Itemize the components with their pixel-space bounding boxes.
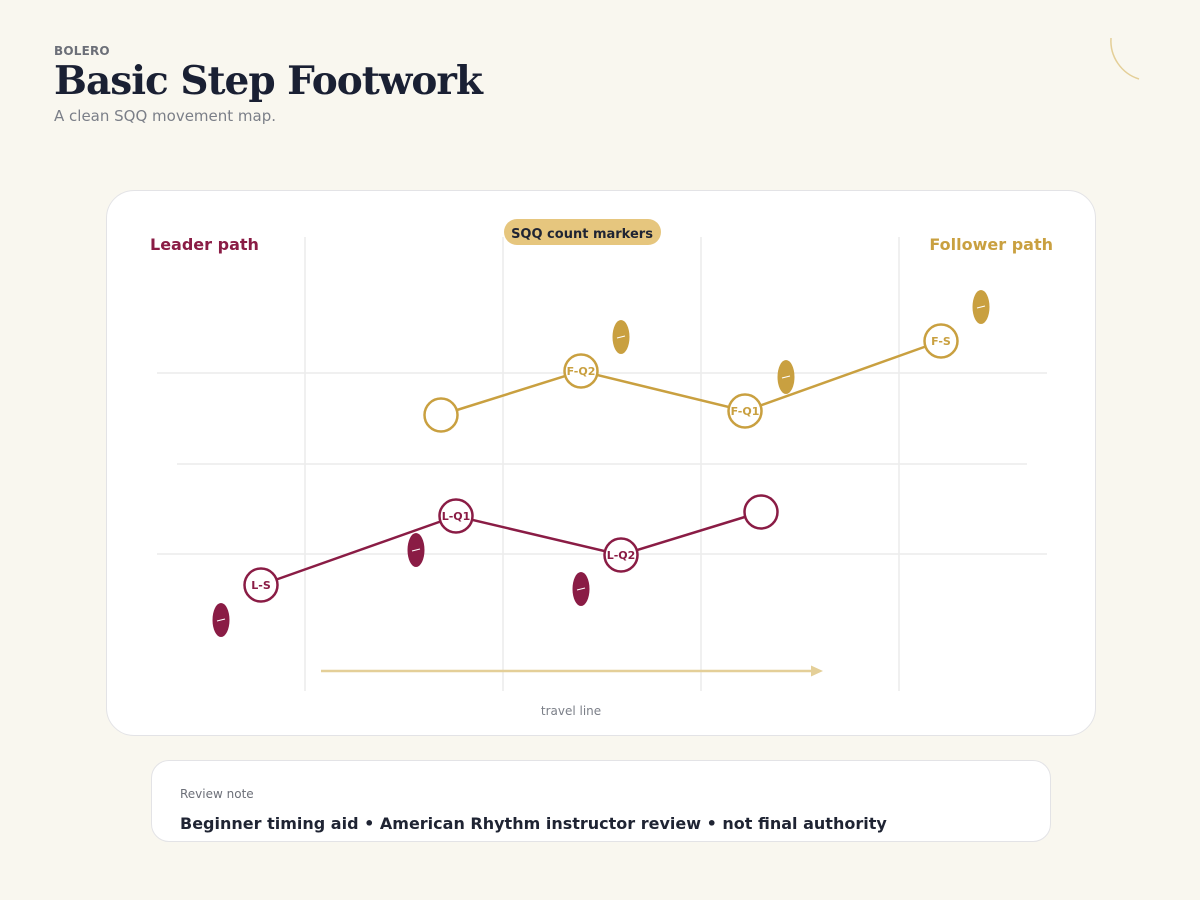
eyebrow: BOLERO [54, 44, 110, 58]
follower-step-f-q1: F-Q1 [727, 393, 763, 429]
follower-footprint [612, 320, 630, 354]
follower-step-f-s: F-S [923, 323, 959, 359]
leader-step-end [743, 494, 779, 530]
svg-text:L-Q2: L-Q2 [607, 549, 636, 562]
review-note-text: Beginner timing aid • American Rhythm in… [180, 814, 887, 833]
svg-text:F-Q1: F-Q1 [731, 405, 760, 418]
follower-path-line [440, 339, 942, 417]
follower-footprint [972, 290, 990, 324]
svg-text:F-Q2: F-Q2 [567, 365, 596, 378]
sqq-badge-label: SQQ count markers [511, 227, 653, 242]
follower-footprint [777, 360, 795, 394]
sqq-badge [504, 219, 661, 245]
follower-path-label: Follower path [929, 235, 1053, 254]
follower-step-start [423, 397, 459, 433]
leader-path-line [260, 510, 762, 587]
leader-path-label: Leader path [150, 235, 259, 254]
page-title: Basic Step Footwork [54, 58, 483, 104]
svg-text:L-Q1: L-Q1 [442, 510, 471, 523]
page-subtitle: A clean SQQ movement map. [54, 107, 277, 125]
svg-text:F-S: F-S [931, 335, 951, 348]
svg-text:L-S: L-S [251, 579, 271, 592]
leader-footprints [212, 533, 590, 637]
footwork-diagram: Leader path Follower path SQQ count mark… [150, 219, 1053, 718]
leader-step-l-s: L-S [243, 567, 279, 603]
leader-footprint [212, 603, 230, 637]
travel-line-label: travel line [541, 704, 601, 718]
diagram-panel: Leader path Follower path SQQ count mark… [106, 190, 1096, 736]
leader-step-l-q1: L-Q1 [438, 498, 474, 534]
travel-arrow-head [811, 665, 823, 677]
corner-arc-decoration [1110, 37, 1140, 80]
leader-step-nodes: L-S L-Q1 L-Q2 [243, 494, 779, 603]
follower-step-nodes: F-Q2 F-Q1 F-S [423, 323, 959, 433]
review-note-card: Review note Beginner timing aid • Americ… [151, 760, 1051, 842]
follower-footprints [612, 290, 990, 394]
leader-step-l-q2: L-Q2 [603, 537, 639, 573]
leader-footprint [407, 533, 425, 567]
follower-step-f-q2: F-Q2 [563, 353, 599, 389]
review-note-label: Review note [180, 787, 254, 801]
grid-lines [157, 237, 1047, 691]
leader-footprint [572, 572, 590, 606]
